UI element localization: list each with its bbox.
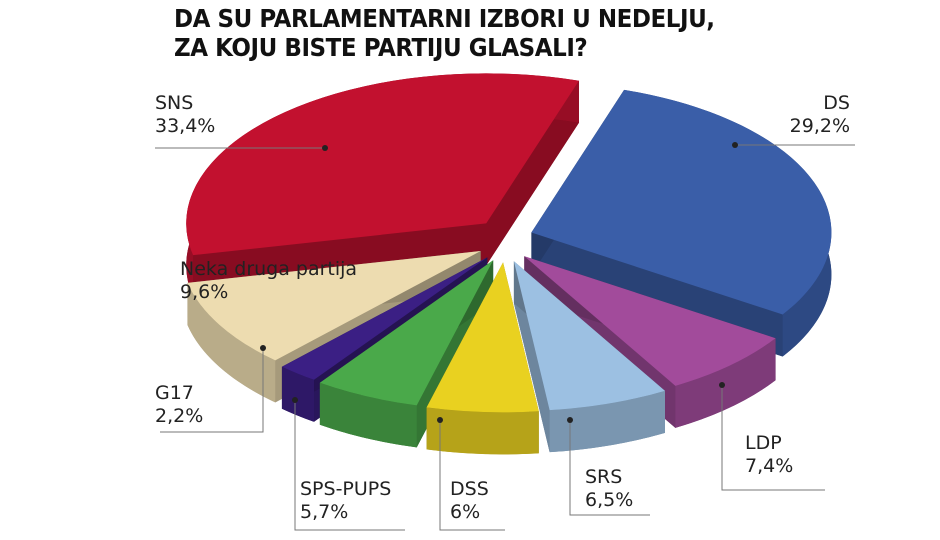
- leader-srs: [569, 420, 650, 516]
- slice-top: [513, 261, 665, 411]
- dot-dss: [437, 417, 443, 423]
- label-neka-druga: Neka druga partija 9,6%: [180, 258, 358, 303]
- label-sns: SNS 33,4%: [155, 92, 216, 137]
- slice-rim: [675, 338, 776, 428]
- leader-ldp: [721, 385, 825, 491]
- slice-top: [319, 260, 494, 406]
- slice-rim: [281, 366, 315, 422]
- leader-dss: [439, 420, 505, 531]
- slice-rim: [426, 407, 539, 455]
- dot-srs: [567, 417, 573, 423]
- slice-rim: [187, 282, 276, 403]
- label-sps-pups: SPS-PUPS 5,7%: [300, 478, 392, 523]
- slice-rim: [319, 382, 417, 448]
- chart-title: DA SU PARLAMENTARNI IZBORI U NEDELJU, ZA…: [174, 4, 715, 62]
- pie-slice-sns: [186, 73, 579, 298]
- slice-top: [524, 256, 776, 386]
- dot-g17: [260, 345, 266, 351]
- label-dss: DSS 6%: [450, 478, 489, 523]
- slice-rim: [549, 390, 665, 453]
- leader-g17: [160, 348, 264, 433]
- dot-sns: [322, 145, 328, 151]
- pie-slice-srs: [513, 261, 665, 453]
- leader-sps: [294, 400, 405, 531]
- label-ldp: LDP 7,4%: [745, 432, 794, 477]
- slice-top: [187, 251, 481, 361]
- dot-sps: [292, 397, 298, 403]
- slice-top: [186, 73, 579, 256]
- slice-top: [531, 89, 832, 315]
- dot-ds: [732, 142, 738, 148]
- label-g17: G17 2,2%: [155, 382, 204, 427]
- label-srs: SRS 6,5%: [585, 466, 634, 511]
- pie-slice-dss: [426, 262, 539, 455]
- slice-top: [281, 257, 488, 380]
- label-ds: DS 29,2%: [789, 92, 850, 137]
- slice-wall: [281, 257, 488, 409]
- slice-top: [426, 262, 539, 413]
- dot-ldp: [719, 382, 725, 388]
